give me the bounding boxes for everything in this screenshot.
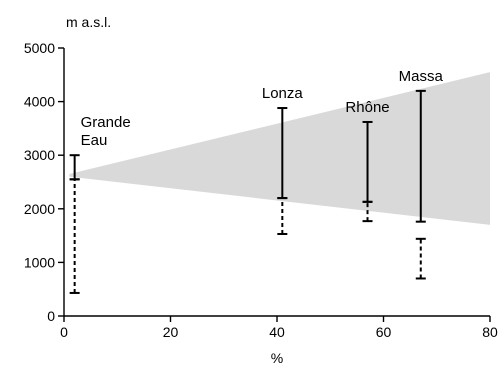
river-label: Lonza [262, 85, 304, 102]
x-tick-label: 80 [482, 324, 498, 340]
y-tick-label: 3000 [24, 147, 55, 163]
y-tick-label: 2000 [24, 201, 55, 217]
x-axis-title: % [271, 350, 283, 366]
river-label: Grande [81, 114, 131, 131]
elevation-band [69, 72, 490, 225]
x-tick-label: 60 [376, 324, 392, 340]
river-range [415, 89, 426, 280]
x-tick-label: 40 [269, 324, 285, 340]
x-tick-label: 20 [163, 324, 179, 340]
range-bars [69, 89, 426, 294]
y-tick-label: 1000 [24, 254, 55, 270]
y-tick-label: 0 [47, 308, 55, 324]
y-tick-label: 5000 [24, 40, 55, 56]
y-tick-label: 4000 [24, 94, 55, 110]
river-label: Massa [399, 68, 444, 85]
river-label: Eau [81, 132, 108, 149]
river-label: Rhône [345, 99, 389, 116]
river-range [69, 154, 80, 294]
x-tick-label: 0 [60, 324, 68, 340]
elevation-band-layer [69, 72, 490, 225]
axes: 0 1000 2000 3000 4000 5000 0 20 40 60 80 [24, 40, 498, 340]
y-axis-title: m a.s.l. [66, 14, 111, 30]
river-range [277, 107, 288, 235]
river-range [362, 120, 373, 223]
